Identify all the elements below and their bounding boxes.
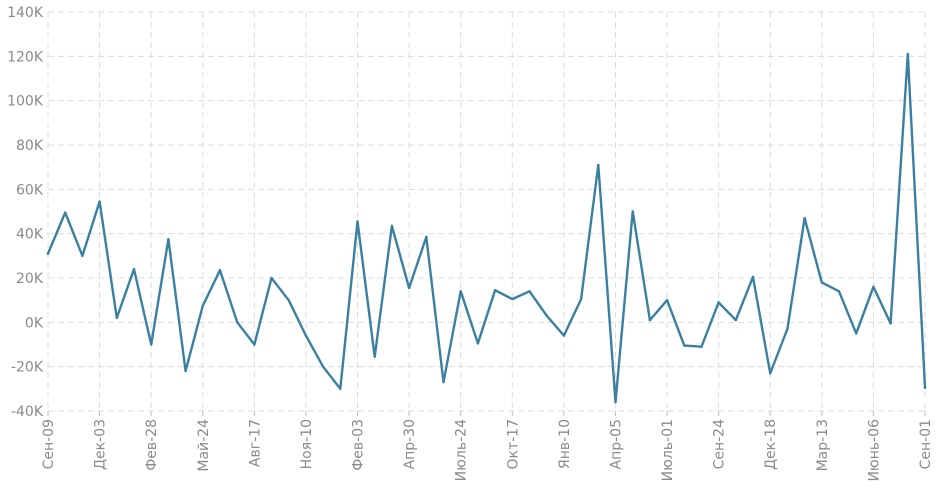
- data-point: [786, 327, 789, 331]
- data-point: [631, 210, 634, 213]
- x-tick-label: Авг-17: [247, 419, 263, 467]
- y-tick-label: 120K: [7, 49, 44, 65]
- x-tick-label: Сен-01: [918, 419, 934, 469]
- data-point: [855, 332, 858, 335]
- x-tick-label: Фев-03: [351, 419, 367, 471]
- x-tick-label: Сен-24: [712, 419, 728, 470]
- data-point: [425, 235, 428, 239]
- data-point: [493, 288, 497, 292]
- y-axis-tick-labels: -40K -20K 0K 20K 40K 60K 80K 100K 120K 140K: [7, 5, 44, 420]
- data-point: [442, 380, 445, 384]
- data-point: [184, 369, 187, 373]
- data-point: [356, 220, 359, 223]
- y-tick-label: 60K: [16, 182, 44, 198]
- data-point: [820, 281, 824, 284]
- series-line: [46, 52, 927, 404]
- data-point: [46, 252, 50, 255]
- data-point: [407, 286, 411, 290]
- x-tick-label: Сен-09: [41, 419, 57, 469]
- y-tick-label: 80K: [16, 138, 44, 154]
- data-point: [115, 316, 118, 320]
- data-point: [201, 304, 204, 307]
- data-point: [734, 318, 738, 322]
- data-point: [253, 343, 256, 346]
- data-point: [218, 269, 222, 272]
- y-tick-label: 20K: [16, 271, 44, 287]
- data-point: [149, 343, 153, 346]
- data-point: [459, 290, 462, 293]
- x-tick-label: Дек-18: [763, 419, 779, 470]
- data-point: [390, 224, 394, 228]
- data-point: [614, 400, 617, 404]
- data-point: [923, 386, 927, 389]
- data-point: [648, 318, 652, 322]
- x-tick-label: Мар-13: [815, 419, 831, 471]
- x-tick-label: Май-24: [196, 419, 212, 472]
- y-tick-label: 40K: [16, 227, 44, 243]
- x-tick-label: Ноя-10: [299, 419, 315, 469]
- data-point: [769, 372, 772, 375]
- data-point: [803, 216, 806, 220]
- data-point: [235, 321, 239, 324]
- data-point: [339, 387, 342, 391]
- y-tick-label: -40K: [11, 404, 44, 420]
- data-point: [683, 344, 686, 347]
- data-point: [81, 254, 84, 258]
- x-tick-label: Окт-17: [505, 419, 521, 470]
- data-point: [889, 322, 892, 325]
- data-point: [717, 301, 720, 304]
- y-tick-label: -20K: [11, 360, 44, 376]
- data-point: [579, 297, 583, 301]
- x-axis-tick-labels: Сен-09 Дек-03 Фев-28 Май-24 Авг-17 Ноя-10 Фев-…: [41, 419, 934, 482]
- x-gridlines: [47, 12, 926, 416]
- data-point: [906, 52, 910, 56]
- x-tick-label: Дек-03: [93, 419, 109, 470]
- y-gridlines: [48, 11, 925, 412]
- data-point: [287, 298, 290, 302]
- data-point: [665, 298, 669, 302]
- data-point: [528, 290, 531, 293]
- data-point: [511, 297, 514, 301]
- data-point: [700, 345, 703, 348]
- data-point: [98, 200, 101, 203]
- x-tick-label: Апр-05: [608, 419, 624, 469]
- x-tick-label: Фев-28: [144, 419, 160, 471]
- data-point: [872, 285, 875, 289]
- data-point: [597, 163, 600, 167]
- data-point: [304, 334, 308, 337]
- data-point: [270, 276, 273, 280]
- y-tick-label: 0K: [25, 315, 44, 331]
- data-point: [751, 275, 755, 279]
- x-tick-label: Июль-24: [454, 419, 470, 481]
- data-point: [167, 238, 170, 241]
- data-point: [321, 365, 325, 368]
- y-tick-label: 100K: [7, 94, 44, 110]
- x-tick-label: Янв-10: [557, 419, 573, 469]
- x-tick-label: Апр-30: [402, 419, 418, 469]
- data-point: [132, 267, 136, 271]
- x-tick-label: Июнь-06: [866, 419, 882, 482]
- series-layer: [46, 52, 927, 404]
- data-point: [63, 211, 67, 214]
- data-point: [562, 334, 566, 337]
- data-point: [476, 342, 480, 345]
- data-point: [545, 314, 548, 317]
- data-point: [837, 290, 841, 293]
- x-tick-label: Июль-01: [660, 419, 676, 481]
- y-tick-label: 140K: [7, 5, 44, 21]
- data-point: [373, 355, 376, 358]
